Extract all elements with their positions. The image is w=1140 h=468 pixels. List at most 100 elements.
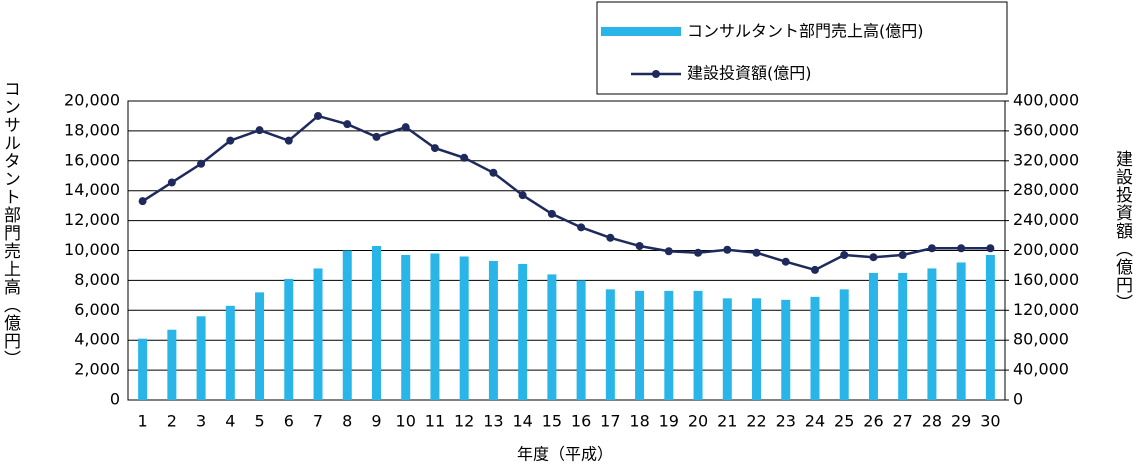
line-marker xyxy=(664,247,673,256)
y-tick-label: 20,000 xyxy=(64,91,120,110)
bar xyxy=(781,299,791,400)
line-marker xyxy=(752,248,761,257)
x-tick-label: 13 xyxy=(483,412,503,431)
bar xyxy=(401,254,411,400)
y-tick-label: 4,000 xyxy=(74,330,120,349)
y-tick-label: 2,000 xyxy=(74,360,120,379)
bar xyxy=(547,274,557,400)
legend-swatch xyxy=(601,27,681,36)
x-tick-label: 4 xyxy=(225,412,235,431)
bar xyxy=(693,290,703,400)
bar xyxy=(518,263,528,400)
x-axis-title: 年度（平成） xyxy=(517,445,613,464)
line-marker xyxy=(489,168,498,177)
x-tick-label: 10 xyxy=(396,412,416,431)
y2-tick-label: 160,000 xyxy=(1013,270,1079,289)
x-tick-label: 30 xyxy=(980,412,1000,431)
x-tick-label: 1 xyxy=(138,412,148,431)
bar xyxy=(138,338,148,400)
y-tick-label: 16,000 xyxy=(64,150,120,169)
bar xyxy=(927,268,937,400)
line-marker xyxy=(197,159,206,168)
bar xyxy=(167,329,177,400)
plot-border xyxy=(127,100,1006,401)
line-marker xyxy=(840,250,849,259)
y-tick-label: 6,000 xyxy=(74,300,120,319)
x-tick-label: 12 xyxy=(454,412,474,431)
line-marker xyxy=(869,253,878,262)
legend-label: 建設投資額(億円) xyxy=(687,64,812,83)
y2-tick-label: 280,000 xyxy=(1013,180,1079,199)
y-tick-label: 14,000 xyxy=(64,180,120,199)
bar xyxy=(284,278,294,400)
line-marker xyxy=(810,265,819,274)
x-tick-label: 22 xyxy=(746,412,766,431)
line-marker xyxy=(547,209,556,218)
y2-tick-label: 360,000 xyxy=(1013,120,1079,139)
x-tick-label: 20 xyxy=(688,412,708,431)
bar xyxy=(956,262,966,400)
x-tick-label: 8 xyxy=(342,412,352,431)
x-tick-label: 21 xyxy=(717,412,737,431)
x-tick-label: 27 xyxy=(893,412,913,431)
bar xyxy=(576,280,586,400)
x-tick-label: 14 xyxy=(512,412,532,431)
x-tick-label: 28 xyxy=(922,412,942,431)
y2-tick-label: 120,000 xyxy=(1013,300,1079,319)
line-marker xyxy=(723,245,732,254)
bar xyxy=(371,246,381,400)
x-tick-label: 16 xyxy=(571,412,591,431)
line-marker xyxy=(957,244,966,253)
x-tick-label: 18 xyxy=(629,412,649,431)
line-marker xyxy=(138,197,147,206)
y-axis-title: コンサルタント部門売上高（億円） xyxy=(0,80,21,368)
line-marker xyxy=(927,244,936,253)
x-tick-label: 6 xyxy=(284,412,294,431)
bar xyxy=(898,272,908,400)
x-tick-label: 29 xyxy=(951,412,971,431)
x-tick-label: 3 xyxy=(196,412,206,431)
bar xyxy=(488,260,498,400)
bar xyxy=(839,289,849,400)
y-tick-label: 12,000 xyxy=(64,210,120,229)
y2-axis-title: 建設投資額（億円） xyxy=(1112,150,1133,312)
legend-box xyxy=(596,1,1008,95)
y2-tick-label: 40,000 xyxy=(1013,360,1069,379)
y-tick-label: 10,000 xyxy=(64,240,120,259)
line-marker xyxy=(577,223,586,232)
x-tick-label: 25 xyxy=(834,412,854,431)
x-tick-label: 15 xyxy=(542,412,562,431)
line-marker xyxy=(694,248,703,257)
line-marker xyxy=(255,126,264,135)
line-marker xyxy=(518,191,527,200)
bar xyxy=(225,305,235,400)
bar xyxy=(635,290,645,400)
x-tick-label: 19 xyxy=(659,412,679,431)
bar xyxy=(810,296,820,400)
y2-tick-label: 80,000 xyxy=(1013,330,1069,349)
bar xyxy=(605,289,615,400)
line-marker xyxy=(343,120,352,129)
bar xyxy=(459,256,469,400)
x-tick-label: 23 xyxy=(776,412,796,431)
y-tick-label: 18,000 xyxy=(64,120,120,139)
x-tick-label: 17 xyxy=(600,412,620,431)
line-marker xyxy=(284,136,293,145)
line xyxy=(141,114,991,272)
bar xyxy=(196,316,206,400)
line-marker xyxy=(372,132,381,141)
y-tick-label: 0 xyxy=(110,390,120,409)
bar xyxy=(722,298,732,400)
y2-tick-label: 400,000 xyxy=(1013,91,1079,110)
line-marker xyxy=(430,144,439,153)
line-marker xyxy=(226,136,235,145)
legend-label: コンサルタント部門売上高(億円) xyxy=(687,22,924,41)
bar xyxy=(752,298,762,400)
bar xyxy=(313,268,323,400)
line-marker xyxy=(986,244,995,253)
y-tick-label: 8,000 xyxy=(74,270,120,289)
line-marker xyxy=(635,242,644,251)
x-tick-label: 7 xyxy=(313,412,323,431)
y2-tick-label: 320,000 xyxy=(1013,150,1079,169)
